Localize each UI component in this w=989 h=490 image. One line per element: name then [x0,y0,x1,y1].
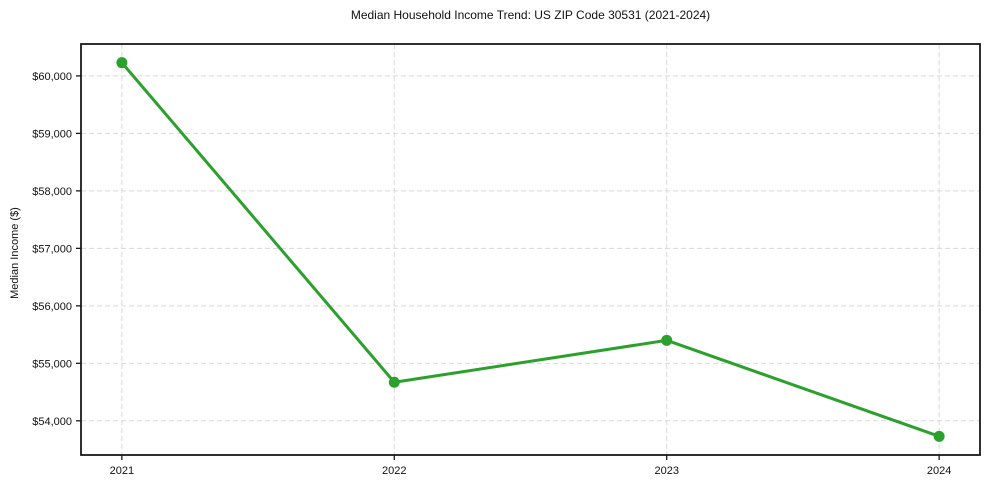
y-tick-label: $59,000 [32,128,72,140]
y-tick-label: $54,000 [32,416,72,428]
x-tick-label: 2024 [927,465,951,477]
x-tick-label: 2022 [382,465,406,477]
plot-border [80,43,981,456]
y-tick-label: $58,000 [32,186,72,198]
trend-line [120,61,941,438]
data-point-marker [116,57,128,69]
x-tick-label: 2023 [654,465,678,477]
y-tick-label: $56,000 [32,301,72,313]
data-point-marker [933,430,945,442]
data-point-marker [661,334,673,346]
y-tick-label: $60,000 [32,71,72,83]
y-tick-label: $57,000 [32,243,72,255]
chart-title: Median Household Income Trend: US ZIP Co… [350,8,711,22]
y-tick-label: $55,000 [32,358,72,370]
data-point-marker [388,376,400,388]
x-tick-label: 2021 [110,465,134,477]
